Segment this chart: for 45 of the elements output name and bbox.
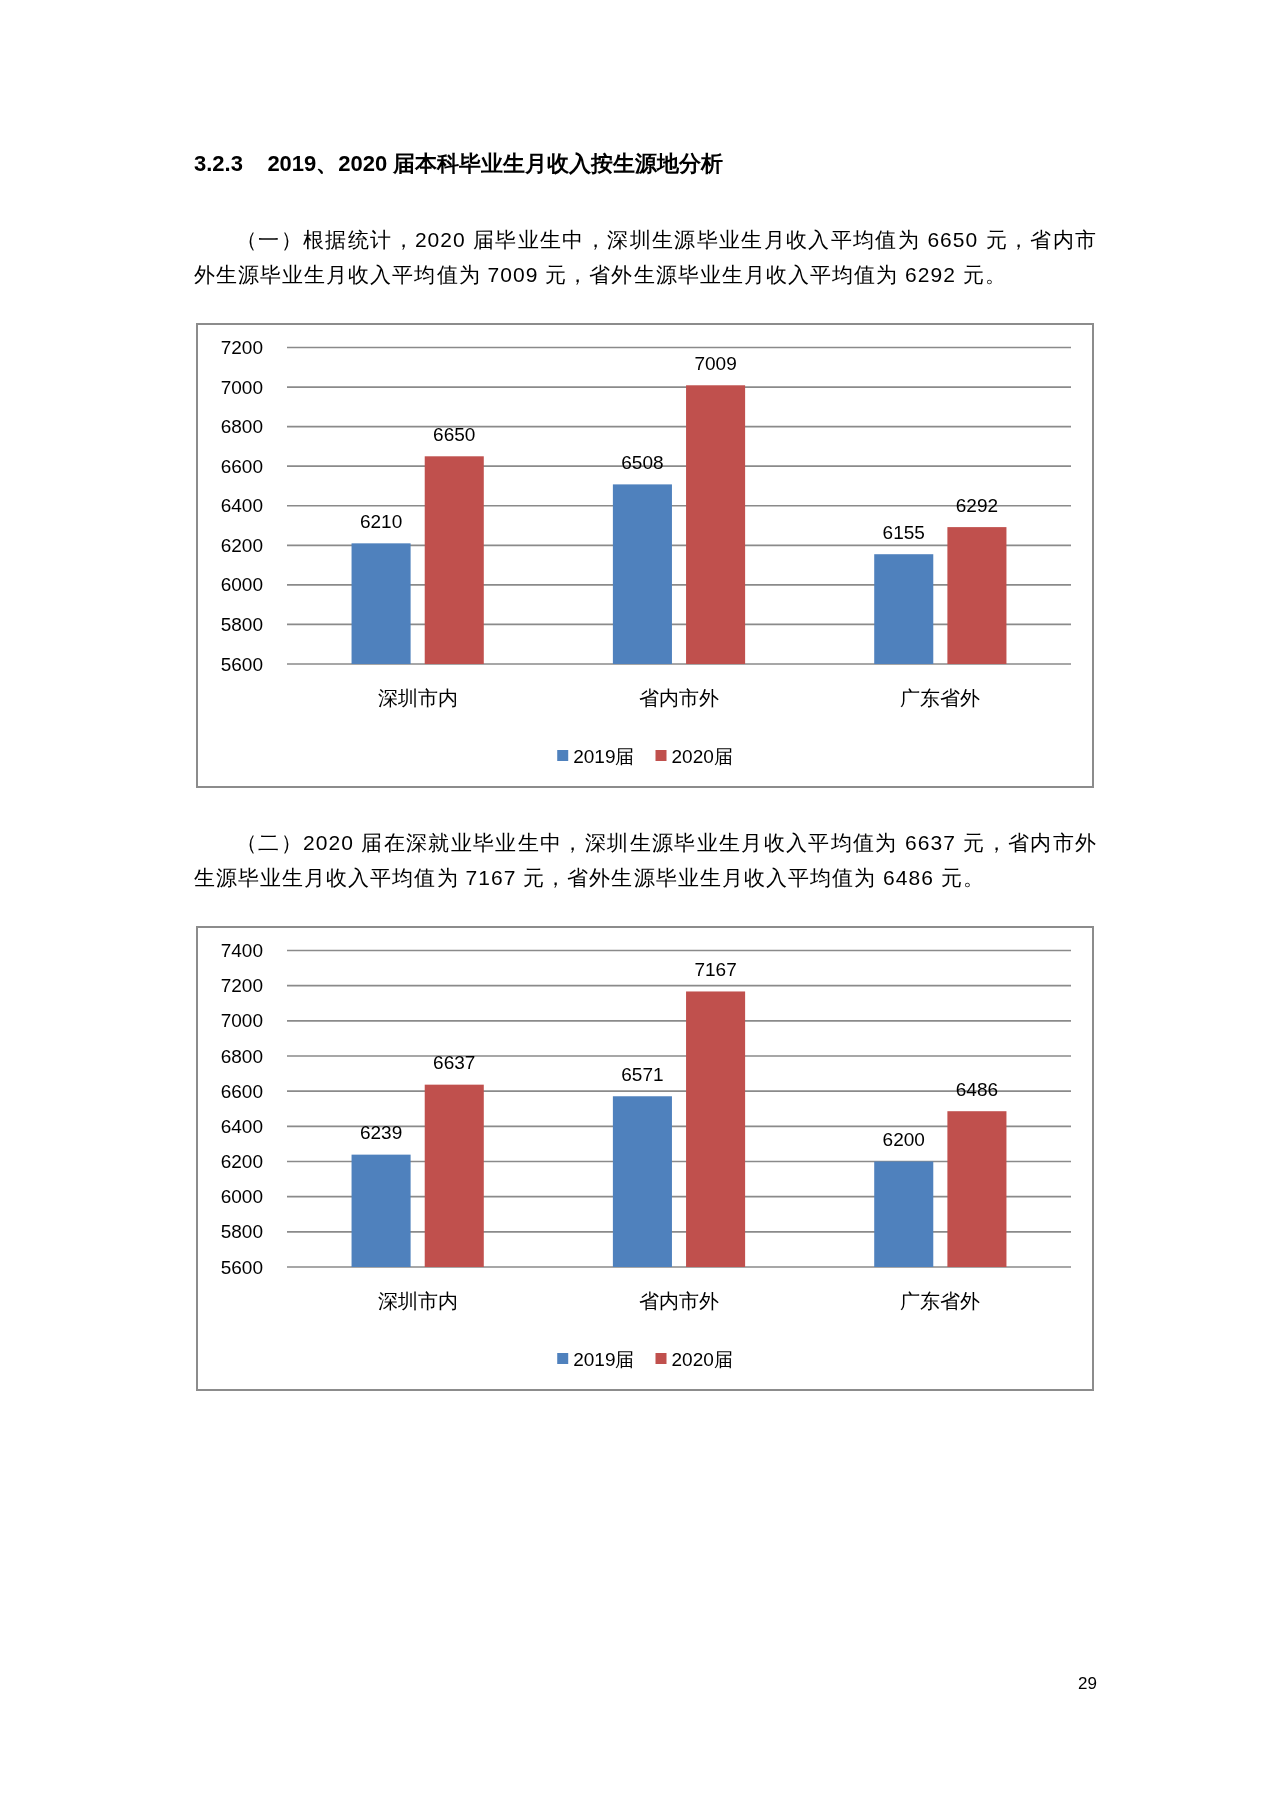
data-label: 6637: [433, 1052, 476, 1074]
x-tick-label: 广东省外: [900, 1290, 981, 1312]
y-tick-label: 7400: [220, 940, 263, 961]
y-tick-label: 5600: [220, 653, 263, 675]
text: 29: [1078, 1673, 1097, 1695]
data-label: 7009: [694, 352, 737, 374]
data-label: 6508: [621, 451, 664, 473]
y-tick-label: 6800: [220, 1045, 263, 1067]
legend-label: 2020届: [671, 1348, 733, 1370]
y-tick-label: 6400: [220, 1115, 263, 1137]
data-label: 6155: [882, 521, 925, 543]
y-tick-label: 5600: [220, 1256, 263, 1278]
data-label: 6210: [359, 510, 403, 532]
x-tick-label: 省内市外: [639, 1290, 719, 1312]
x-tick-label: 省内市外: [639, 687, 719, 709]
chart-subtitle: （一）根据统计，2020 届毕业生中，深圳生源毕业生月收入平均值为 6650 元，省内市外生源毕业生月收入平均值为 7009 元，省外生源毕业生月收入平均值为 6292 元。: [194, 227, 1097, 288]
y-tick-label: 7000: [220, 376, 263, 398]
legend-label: 2020届: [671, 745, 733, 767]
y-tick-label: 6600: [220, 1080, 263, 1102]
y-tick-label: 6400: [220, 495, 263, 517]
legend-label: 2019届: [573, 745, 635, 767]
data-label: 6292: [955, 494, 999, 516]
y-tick-label: 5800: [220, 1221, 263, 1243]
chart-title: 3.2.3 2019、2020 届本科毕业生月收入按生源地分析: [194, 150, 725, 178]
data-label: 6200: [882, 1129, 925, 1150]
y-tick-label: 7200: [220, 975, 263, 997]
y-tick-label: 6000: [220, 574, 263, 596]
data-label: 7167: [694, 958, 737, 980]
data-label: 6486: [955, 1078, 999, 1100]
legend-label: 2019届: [573, 1348, 635, 1370]
x-tick-label: 广东省外: [900, 687, 981, 709]
chart-subtitle: （二）2020 届在深就业毕业生中，深圳生源毕业生月收入平均值为 6637 元，省内市外生源毕业生月收入平均值为 7167 元，省外生源毕业生月收入平均值为 6486 元。: [194, 830, 1097, 891]
data-label: 6239: [359, 1122, 403, 1144]
x-tick-label: 深圳市内: [377, 687, 458, 709]
x-tick-label: 深圳市内: [377, 1290, 458, 1312]
y-tick-label: 6600: [220, 455, 263, 477]
y-tick-label: 6000: [220, 1186, 263, 1208]
y-tick-label: 6200: [220, 534, 263, 556]
data-label: 6650: [433, 423, 476, 445]
y-tick-label: 7000: [220, 1010, 263, 1032]
y-tick-label: 7200: [220, 337, 263, 358]
y-tick-label: 6800: [220, 416, 263, 438]
y-tick-label: 6200: [220, 1151, 263, 1172]
data-label: 6571: [621, 1063, 664, 1085]
y-tick-label: 5800: [220, 613, 263, 635]
